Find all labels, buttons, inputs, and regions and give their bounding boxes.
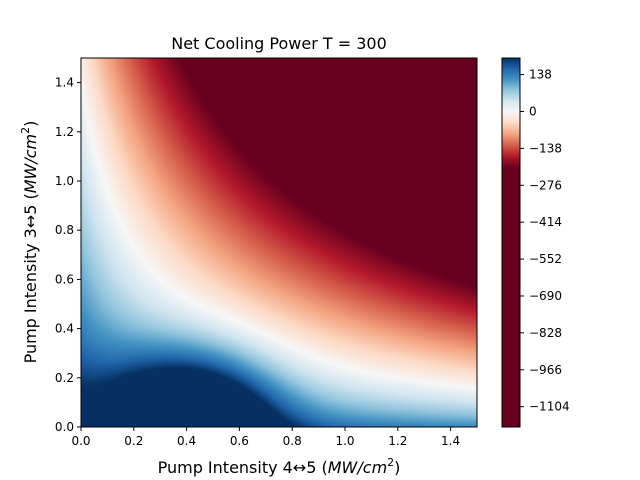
y-tick-label: 0.4 bbox=[55, 322, 74, 336]
colorbar-image bbox=[502, 58, 520, 427]
heatmap-image bbox=[81, 58, 477, 427]
x-tick-label: 0.6 bbox=[230, 434, 249, 448]
x-axis-ticks: 0.0 0.2 0.4 0.6 0.8 1.0 1.2 1.4 bbox=[71, 427, 460, 448]
y-tick-label: 0.6 bbox=[55, 272, 74, 286]
x-tick-label: 1.2 bbox=[388, 434, 407, 448]
x-tick-label: 0.2 bbox=[124, 434, 143, 448]
colorbar-tick-label: −138 bbox=[529, 141, 562, 155]
plot-frame bbox=[80, 57, 478, 428]
x-tick-label: 0.8 bbox=[283, 434, 302, 448]
x-axis-label: Pump Intensity 4↔5 (MW/cm2) bbox=[158, 456, 401, 477]
colorbar-tick-label: −966 bbox=[529, 363, 562, 377]
colorbar-tick-label: 138 bbox=[529, 68, 552, 82]
x-tick-label: 0.0 bbox=[71, 434, 90, 448]
colorbar-frame bbox=[501, 57, 521, 428]
y-tick-label: 1.4 bbox=[55, 76, 74, 90]
y-tick-label: 0.8 bbox=[55, 223, 74, 237]
y-tick-label: 0.0 bbox=[55, 420, 74, 434]
y-axis-ticks: 0.0 0.2 0.4 0.6 0.8 1.0 1.2 1.4 bbox=[55, 76, 81, 434]
x-tick-label: 0.4 bbox=[177, 434, 196, 448]
colorbar-tick-label: −276 bbox=[529, 178, 562, 192]
y-tick-label: 0.2 bbox=[55, 371, 74, 385]
x-tick-label: 1.4 bbox=[441, 434, 460, 448]
colorbar-tick-label: −552 bbox=[529, 252, 562, 266]
x-tick-label: 1.0 bbox=[335, 434, 354, 448]
colorbar-ticks: 138 0 −138 −276 −414 −552 −690 −828 −966 −1104 bbox=[520, 68, 570, 414]
colorbar-tick-label: −690 bbox=[529, 289, 562, 303]
colorbar-tick-label: −414 bbox=[529, 215, 562, 229]
y-tick-label: 1.0 bbox=[55, 174, 74, 188]
chart-title: Net Cooling Power T = 300 bbox=[171, 34, 387, 53]
colorbar-tick-label: −1104 bbox=[529, 400, 570, 414]
y-axis-label: Pump Intensity 3↔5 (MW/cm2) bbox=[19, 121, 40, 364]
y-tick-label: 1.2 bbox=[55, 125, 74, 139]
colorbar-tick-label: −828 bbox=[529, 326, 562, 340]
colorbar-tick-label: 0 bbox=[529, 104, 537, 118]
